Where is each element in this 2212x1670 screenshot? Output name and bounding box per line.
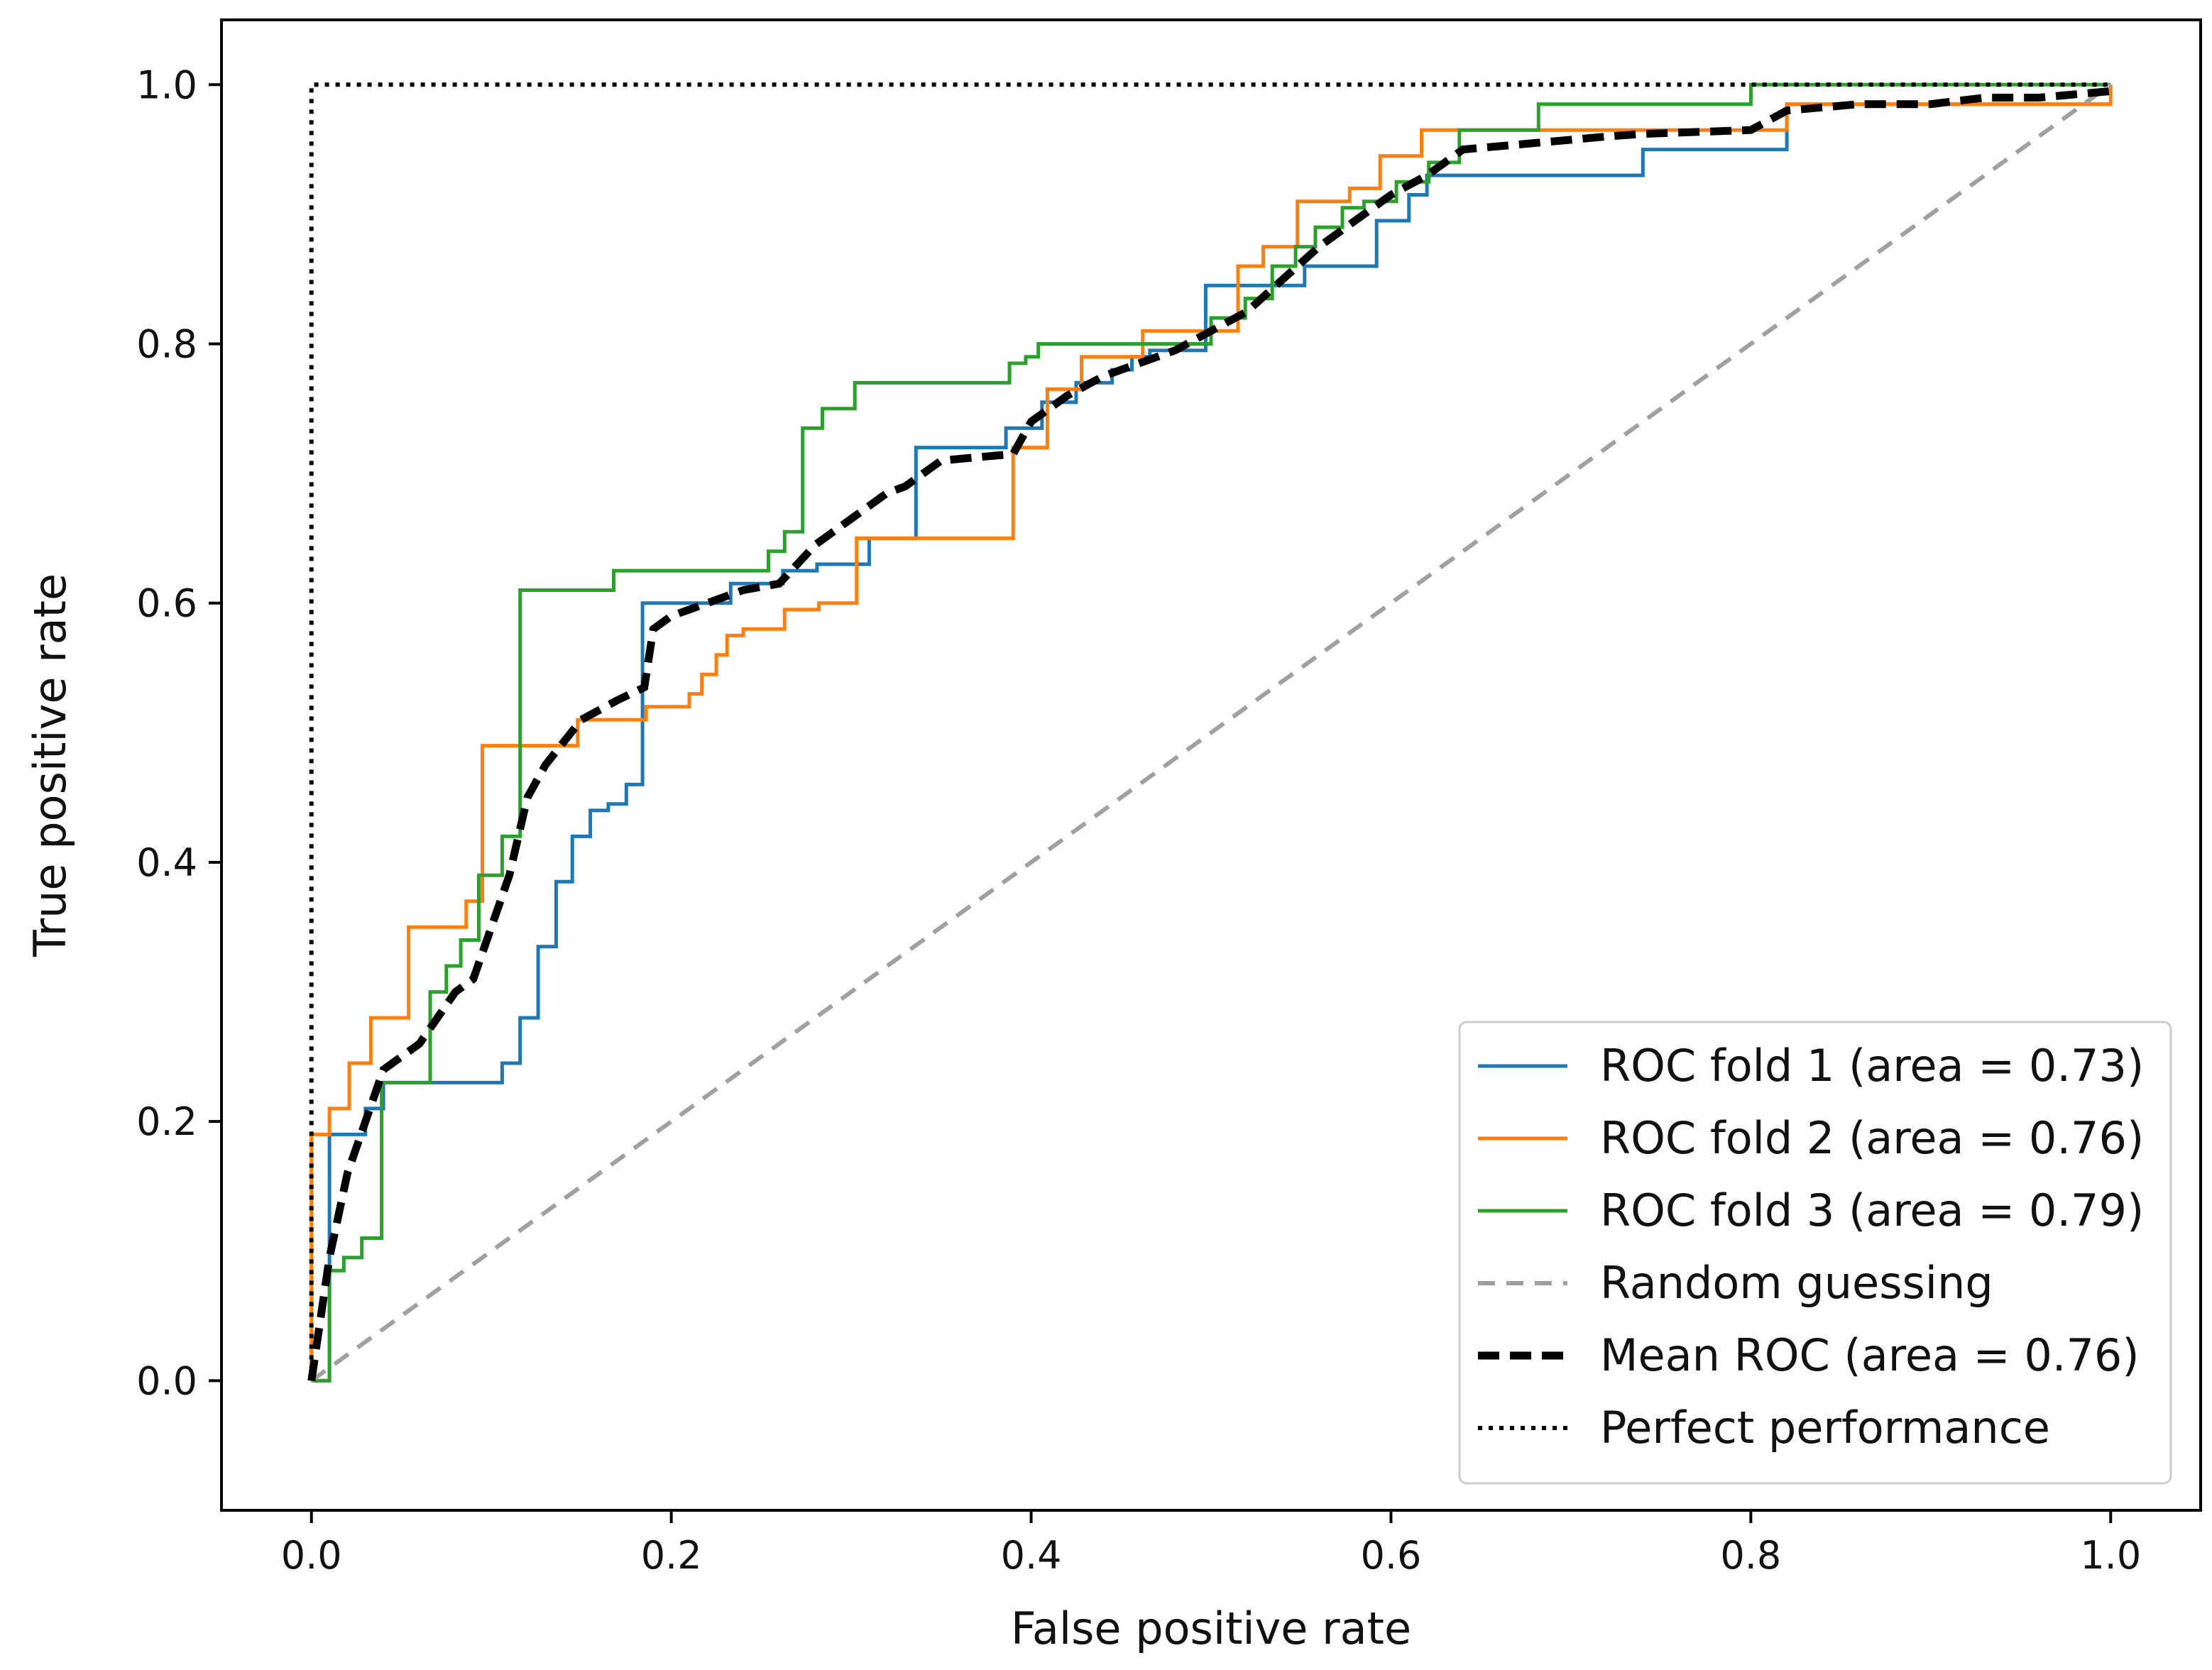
legend-box [1458,1021,2172,1485]
y-tick-label: 0.6 [136,581,197,626]
series-line-5 [307,87,2111,1382]
legend-label-6: Perfect performance [1600,1402,2050,1454]
axis-labels-layer: False positive rate True positive rate [24,573,1411,1654]
series-layer [307,82,2113,1383]
ticks-layer: 0.0 0.2 0.4 0.6 0.8 1.0 0.0 0.2 0.4 0.6 0.8 1.0 [136,62,2141,1578]
legend-label-2: ROC fold 2 (area = 0.76) [1600,1112,2144,1164]
plot-frame [220,18,2202,1512]
x-tick-label: 1.0 [2080,1533,2141,1578]
y-tick-label: 0.4 [136,840,197,885]
y-tick-label: 1.0 [136,62,197,107]
series-line-4 [310,82,2113,1383]
series-line-2 [310,84,2113,1381]
legend-label-1: ROC fold 1 (area = 0.73) [1600,1040,2144,1092]
legend-label-4: Random guessing [1600,1257,1993,1309]
x-axis-label: False positive rate [1011,1603,1411,1654]
x-tick-label: 0.6 [1361,1533,1422,1578]
x-tick-label: 0.4 [1001,1533,1062,1578]
y-tick-label: 0.8 [136,322,197,367]
series-line-6 [309,82,2111,1381]
x-tick-label: 0.8 [1720,1533,1781,1578]
y-tick-label: 0.2 [136,1099,197,1144]
x-tick-label: 0.2 [641,1533,702,1578]
legend-label-3: ROC fold 3 (area = 0.79) [1600,1185,2144,1236]
legend-label-5: Mean ROC (area = 0.76) [1600,1329,2140,1381]
plot-frame-layer [220,18,2202,1512]
y-tick-label: 0.0 [136,1358,197,1403]
x-tick-label: 0.0 [281,1533,342,1578]
y-axis-label: True positive rate [24,573,76,957]
legend: ROC fold 1 (area = 0.73) ROC fold 2 (area… [1458,1021,2172,1485]
series-line-1 [311,102,2111,1383]
